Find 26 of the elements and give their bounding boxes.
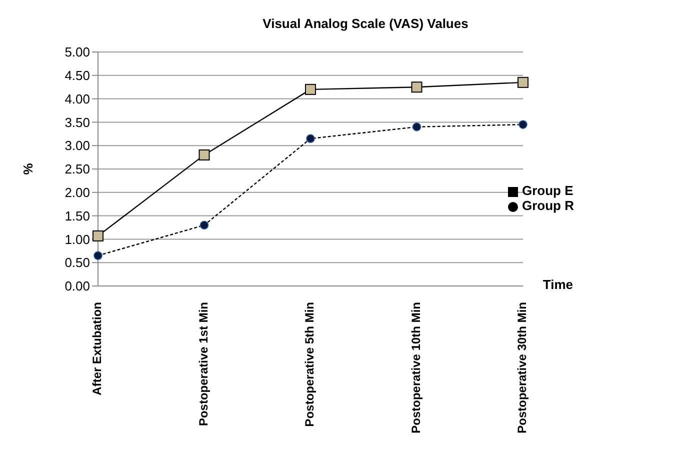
point [305,84,316,95]
y-tick-label: 5.00 [64,44,90,60]
y-tick-label: 4.00 [64,91,90,106]
chart-title: Visual Analog Scale (VAS) Values [262,16,470,31]
point [518,76,528,88]
x-tick-label: Postoperative 30th Min [515,302,530,434]
point [198,149,210,160]
x-tick-label: After Extubation [90,302,104,396]
y-tick-label: 2.00 [64,185,90,200]
y-tick-label: 3.00 [64,138,90,154]
x-tick-label: Postoperative 10th Min [408,302,423,434]
legend-label: Group R [522,198,574,213]
legend-label: Group E [522,183,574,198]
x-axis-title: Time [542,277,573,292]
y-tick-label: 2.50 [64,162,90,177]
y-axis-title: % [20,162,36,175]
y-tick-label: 0.00 [64,278,90,294]
y-tick-label: 0.50 [64,255,90,270]
y-tick-label: 1.00 [64,232,90,247]
point [411,82,422,93]
y-tick-label: 3.50 [64,114,90,130]
x-tick-label: Postoperative 5th Min [302,302,317,427]
x-tick-label: Postoperative 1st Min [196,302,210,426]
y-tick-label: 1.50 [64,208,90,224]
y-tick-label: 4.50 [64,68,90,84]
point [92,230,104,242]
